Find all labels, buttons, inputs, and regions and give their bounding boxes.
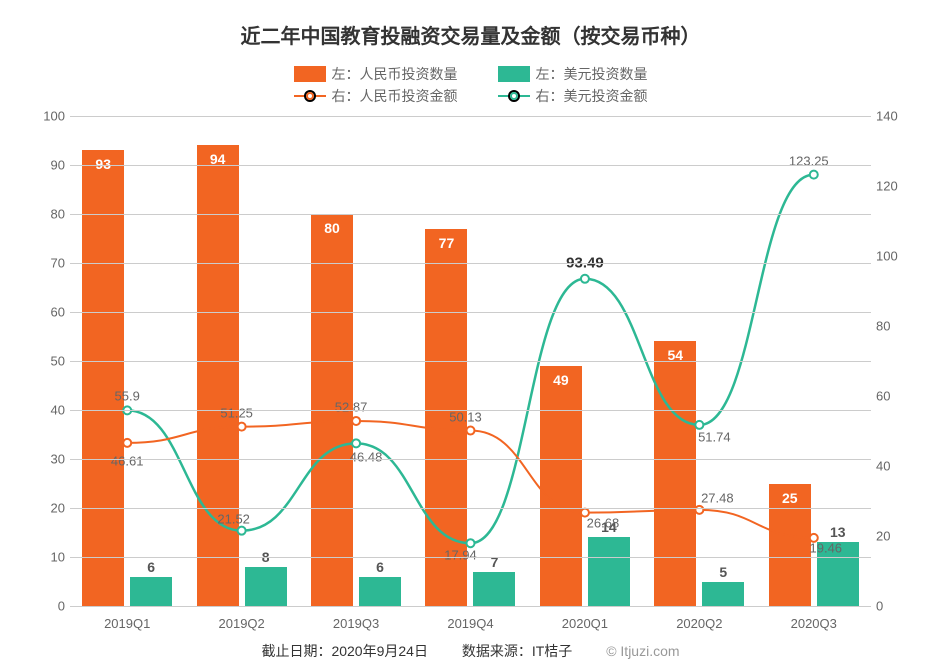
legend-item: 右：人民币投资金额 <box>294 86 458 106</box>
legend-label: 右：美元投资金额 <box>536 86 648 106</box>
y-tick-right: 40 <box>876 459 906 474</box>
legend-label: 左：人民币投资数量 <box>332 64 458 84</box>
y-tick-right: 20 <box>876 529 906 544</box>
y-tick-left: 50 <box>35 354 65 369</box>
bar-usd-count: 5 <box>702 582 744 607</box>
grid-line <box>70 312 871 313</box>
bar-label: 6 <box>147 559 155 575</box>
bar-usd-count: 13 <box>817 542 859 606</box>
x-tick: 2019Q1 <box>70 616 184 631</box>
chart-container: 近二年中国教育投融资交易量及金额（按交易币种） 左：人民币投资数量 左：美元投资数… <box>0 0 941 652</box>
footer: 截止日期：2020年9月24日 数据来源：IT桔子 © Itjuzi.com <box>30 641 911 661</box>
y-tick-left: 40 <box>35 403 65 418</box>
y-tick-left: 70 <box>35 256 65 271</box>
x-tick: 2019Q4 <box>413 616 527 631</box>
bar-label: 80 <box>324 220 340 236</box>
bar-rmb-count: 77 <box>425 229 467 606</box>
grid-line <box>70 557 871 558</box>
legend-label: 左：美元投资数量 <box>536 64 648 84</box>
legend-swatch <box>294 66 326 82</box>
grid-line <box>70 263 871 264</box>
y-tick-left: 10 <box>35 550 65 565</box>
x-axis-labels: 2019Q12019Q22019Q32019Q42020Q12020Q22020… <box>70 616 871 631</box>
y-tick-left: 90 <box>35 158 65 173</box>
y-tick-right: 140 <box>876 109 906 124</box>
bar-usd-count: 6 <box>359 577 401 606</box>
bar-label: 13 <box>830 524 846 540</box>
bar-label: 14 <box>601 519 617 535</box>
x-tick: 2019Q2 <box>184 616 298 631</box>
y-tick-right: 120 <box>876 179 906 194</box>
bar-rmb-count: 49 <box>540 366 582 606</box>
legend-item: 左：美元投资数量 <box>498 64 648 84</box>
legend-item: 右：美元投资金额 <box>498 86 648 106</box>
grid-line <box>70 214 871 215</box>
legend-swatch <box>498 66 530 82</box>
legend: 左：人民币投资数量 左：美元投资数量右：人民币投资金额 右：美元投资金额 <box>30 64 911 106</box>
bar-label: 49 <box>553 372 569 388</box>
y-tick-left: 60 <box>35 305 65 320</box>
y-tick-right: 60 <box>876 389 906 404</box>
legend-item: 左：人民币投资数量 <box>294 64 458 84</box>
bar-usd-count: 14 <box>588 537 630 606</box>
y-tick-right: 80 <box>876 319 906 334</box>
y-tick-right: 0 <box>876 599 906 614</box>
y-tick-left: 20 <box>35 501 65 516</box>
legend-label: 右：人民币投资金额 <box>332 86 458 106</box>
grid-line <box>70 508 871 509</box>
bar-label: 77 <box>439 235 455 251</box>
footer-link: © Itjuzi.com <box>606 643 679 659</box>
bar-rmb-count: 93 <box>82 150 124 606</box>
x-tick: 2020Q3 <box>757 616 871 631</box>
y-tick-left: 80 <box>35 207 65 222</box>
bar-rmb-count: 25 <box>769 484 811 607</box>
grid-line <box>70 606 871 607</box>
legend-swatch <box>498 95 530 97</box>
footer-source: 数据来源：IT桔子 <box>462 643 572 659</box>
grid-line <box>70 410 871 411</box>
grid-line <box>70 361 871 362</box>
bar-rmb-count: 54 <box>654 341 696 606</box>
footer-date: 截止日期：2020年9月24日 <box>261 643 428 659</box>
bar-usd-count: 8 <box>245 567 287 606</box>
grid-line <box>70 116 871 117</box>
y-tick-left: 30 <box>35 452 65 467</box>
bar-label: 25 <box>782 490 798 506</box>
legend-swatch <box>294 95 326 97</box>
grid-line <box>70 459 871 460</box>
plot-area: 93694880677749145452513 55.921.5246.4817… <box>70 116 871 606</box>
x-tick: 2020Q2 <box>642 616 756 631</box>
y-tick-left: 100 <box>35 109 65 124</box>
y-tick-left: 0 <box>35 599 65 614</box>
x-tick: 2020Q1 <box>528 616 642 631</box>
bar-label: 5 <box>719 564 727 580</box>
chart-title: 近二年中国教育投融资交易量及金额（按交易币种） <box>30 20 911 49</box>
bar-usd-count: 7 <box>473 572 515 606</box>
bar-label: 6 <box>376 559 384 575</box>
x-tick: 2019Q3 <box>299 616 413 631</box>
bar-usd-count: 6 <box>130 577 172 606</box>
y-tick-right: 100 <box>876 249 906 264</box>
grid-line <box>70 165 871 166</box>
